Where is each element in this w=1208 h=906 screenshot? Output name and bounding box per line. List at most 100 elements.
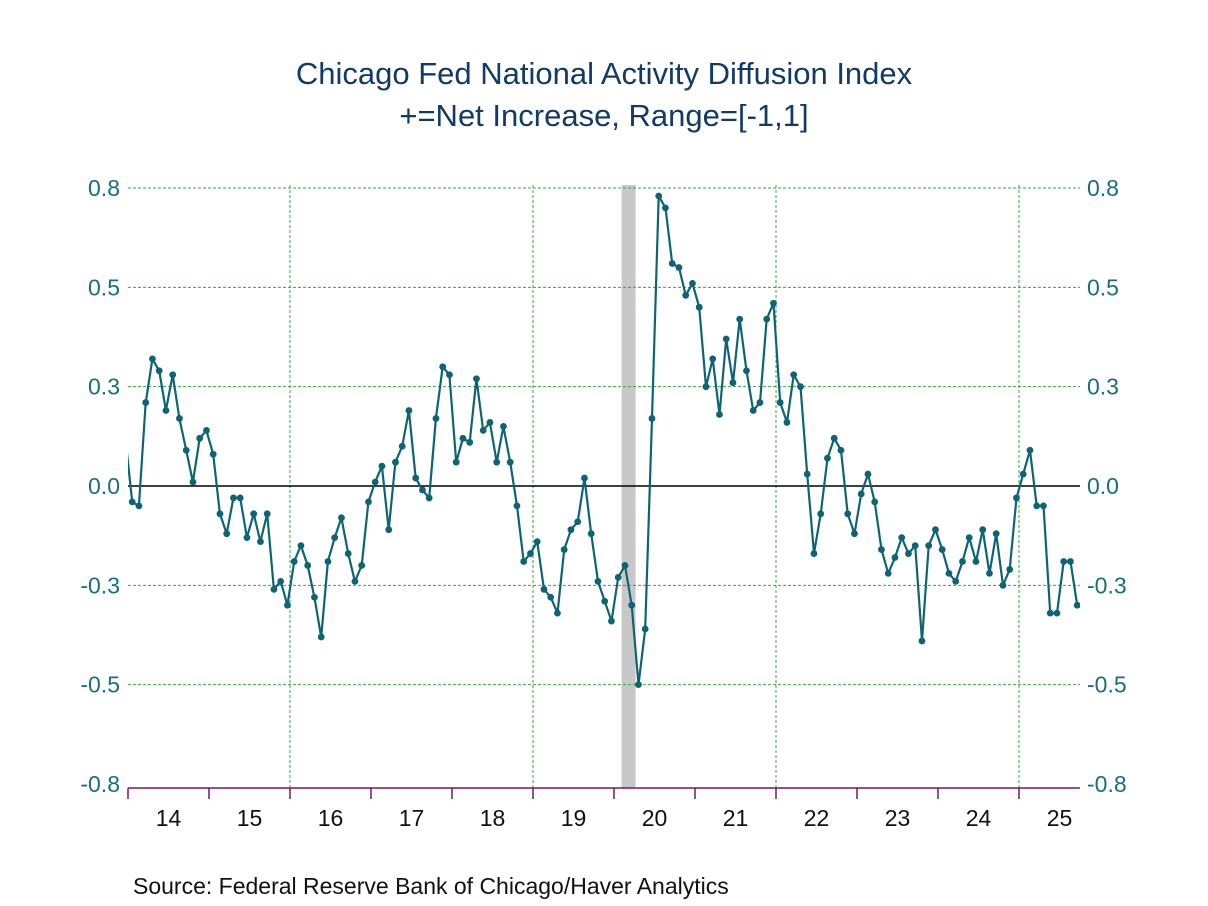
x-axis-labels: 14 15 16 17 18 19 20 21 22 23 24 25: [156, 805, 1073, 831]
data-point: [358, 562, 366, 569]
data-point: [452, 458, 460, 466]
x-tick-label: 15: [237, 805, 263, 831]
y-tick-label-right: 0.8: [1087, 175, 1119, 201]
data-point: [959, 558, 966, 565]
data-point: [560, 546, 568, 553]
x-tick-label: 24: [966, 805, 992, 831]
data-point: [250, 510, 258, 518]
data-point: [770, 299, 777, 307]
data-point: [365, 498, 372, 506]
y-tick-label-left: 0.0: [88, 473, 120, 499]
y-tick-label-left: 0.5: [88, 274, 120, 300]
data-point: [601, 597, 609, 605]
data-point: [493, 458, 501, 466]
data-point: [459, 434, 467, 442]
y-tick-label-right: -0.8: [1087, 771, 1127, 797]
data-point: [277, 577, 285, 585]
data-point: [641, 625, 649, 633]
data-point: [371, 478, 379, 486]
data-point: [405, 407, 413, 414]
data-point: [182, 446, 190, 454]
data-point: [1026, 446, 1034, 454]
data-point: [419, 486, 426, 494]
x-tick-label: 22: [804, 805, 830, 831]
data-point: [432, 415, 440, 422]
data-point: [736, 315, 744, 323]
x-tick-label: 16: [318, 805, 344, 831]
data-point: [162, 407, 170, 414]
data-point: [776, 399, 784, 406]
y-tick-label-left: -0.3: [80, 572, 120, 598]
data-point: [547, 593, 555, 601]
data-point: [830, 434, 838, 442]
data-point: [311, 593, 318, 601]
data-point: [965, 534, 973, 542]
data-point: [837, 446, 845, 454]
data-point: [722, 335, 730, 343]
data-point: [392, 458, 399, 466]
data-point: [149, 355, 156, 363]
data-point: [567, 526, 575, 534]
data-point: [439, 363, 447, 371]
y-tick-label-right: -0.5: [1087, 672, 1127, 698]
data-point: [1067, 558, 1074, 565]
data-point: [1073, 601, 1080, 609]
x-tick-label: 20: [642, 805, 668, 831]
data-point: [520, 558, 528, 565]
data-point: [675, 264, 683, 271]
data-point: [932, 526, 939, 534]
data-point: [1060, 558, 1068, 565]
data-point: [668, 260, 676, 267]
data-point: [446, 371, 453, 379]
data-point: [1013, 494, 1020, 502]
x-tick-label: 18: [480, 805, 506, 831]
data-point: [1046, 609, 1054, 617]
data-point: [864, 470, 872, 478]
data-point: [1033, 502, 1041, 510]
y-tick-label-right: 0.5: [1087, 274, 1119, 300]
data-point: [135, 502, 143, 510]
data-point: [486, 419, 494, 426]
data-point: [594, 577, 602, 585]
data-point: [304, 562, 312, 569]
data-point: [263, 510, 271, 518]
data-point: [324, 558, 332, 565]
data-point: [236, 494, 244, 502]
data-point: [587, 530, 595, 538]
data-point: [628, 601, 636, 609]
data-point: [216, 510, 224, 518]
x-tick-label: 14: [156, 805, 182, 831]
data-point: [999, 581, 1007, 589]
data-point: [878, 546, 885, 553]
data-point: [635, 681, 642, 689]
data-point: [513, 502, 521, 510]
data-point: [466, 438, 474, 446]
x-tick-label: 21: [723, 805, 749, 831]
data-point: [378, 462, 386, 470]
x-tick-label: 25: [1047, 805, 1073, 831]
data-point: [844, 510, 852, 518]
x-tick-label: 17: [399, 805, 425, 831]
data-point: [979, 526, 987, 534]
data-point: [527, 550, 534, 557]
data-point: [972, 558, 980, 565]
data-point: [176, 415, 183, 422]
data-point: [581, 474, 588, 482]
data-point: [297, 542, 305, 549]
series-layer: [128, 192, 1080, 689]
data-point: [540, 585, 548, 593]
data-point: [756, 399, 764, 406]
data-point: [857, 490, 865, 498]
data-point: [992, 530, 1000, 538]
y-tick-label-right: 0.0: [1087, 473, 1119, 499]
data-point: [290, 558, 298, 565]
data-point: [851, 530, 858, 538]
x-axis: [127, 787, 1080, 799]
data-point: [425, 494, 433, 502]
data-point: [284, 601, 291, 609]
y-axis-labels: 0.8 0.8 0.5 0.5 0.3 0.3 0.0 0.0 -0.3 -0.3 -0.5 -0.5…: [80, 175, 1126, 797]
data-point: [608, 617, 615, 625]
data-point: [749, 407, 757, 414]
data-point: [196, 434, 204, 442]
